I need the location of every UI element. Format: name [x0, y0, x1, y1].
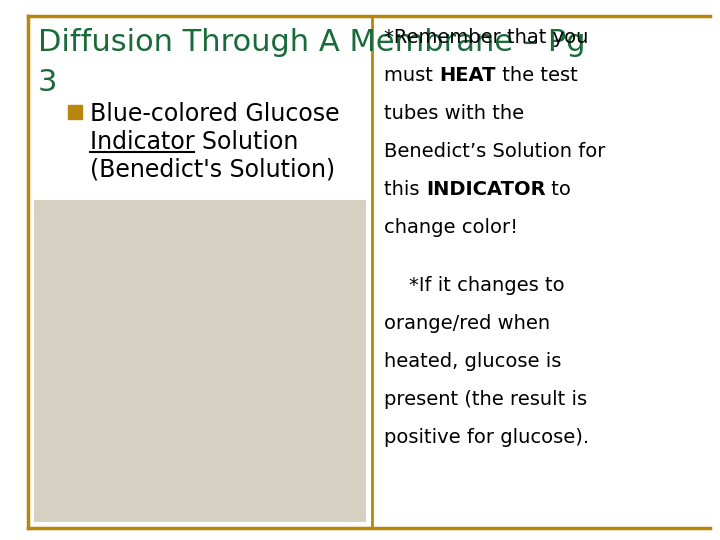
Text: tubes with the: tubes with the	[384, 104, 524, 123]
Text: present (the result is: present (the result is	[384, 390, 587, 409]
Text: change color!: change color!	[384, 218, 518, 237]
Bar	[34, 200, 366, 522]
Text: (Benedict's Solution): (Benedict's Solution)	[90, 157, 335, 181]
Text: Blue-colored Glucose: Blue-colored Glucose	[90, 102, 340, 126]
Text: *If it changes to: *If it changes to	[384, 276, 564, 295]
Text: HEAT: HEAT	[439, 66, 495, 85]
Text: must: must	[384, 66, 439, 85]
Text: heated, glucose is: heated, glucose is	[384, 352, 562, 371]
Text: to: to	[545, 180, 571, 199]
Text: this: this	[384, 180, 426, 199]
Text: the test: the test	[495, 66, 577, 85]
Text: Diffusion Through A Membrane – Pg: Diffusion Through A Membrane – Pg	[38, 28, 585, 57]
Text: Benedict’s Solution for: Benedict’s Solution for	[384, 142, 606, 161]
Text: 3: 3	[38, 68, 58, 97]
Text: orange/red when: orange/red when	[384, 314, 550, 333]
Text: positive for glucose).: positive for glucose).	[384, 428, 589, 447]
Text: INDICATOR: INDICATOR	[426, 180, 545, 199]
Bar	[68, 105, 82, 119]
Text: *Remember that you: *Remember that you	[384, 28, 588, 47]
Text: Indicator Solution: Indicator Solution	[90, 130, 298, 154]
